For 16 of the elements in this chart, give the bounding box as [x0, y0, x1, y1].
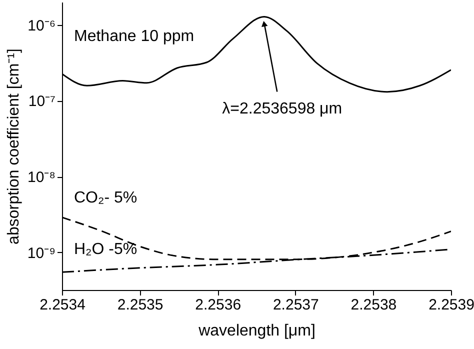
- y-axis-title: absorption coefficient [cm⁻¹]: [5, 48, 22, 244]
- y-tick-label: 10⁻⁹: [27, 244, 56, 262]
- x-tick-label: 2.2539: [428, 296, 474, 314]
- annotation: λ=2.2536598 μm: [222, 100, 342, 118]
- series-label: Methane 10 ppm: [74, 28, 194, 45]
- x-axis-title: wavelength [μm]: [198, 322, 316, 340]
- x-tick-label: 2.2537: [272, 296, 319, 314]
- x-tick-label: 2.2535: [117, 296, 164, 314]
- series-label: CO₂- 5%: [74, 189, 138, 206]
- x-tick-label: 2.2534: [40, 296, 86, 314]
- x-tick-label: 2.2536: [195, 296, 242, 314]
- y-tick-label: 10⁻⁷: [28, 93, 56, 110]
- y-tick-label: 10⁻⁸: [27, 169, 56, 186]
- x-tick-label: 2.2538: [350, 296, 397, 314]
- series-label: H₂O -5%: [74, 241, 138, 258]
- y-tick-label: 10⁻⁶: [28, 17, 56, 34]
